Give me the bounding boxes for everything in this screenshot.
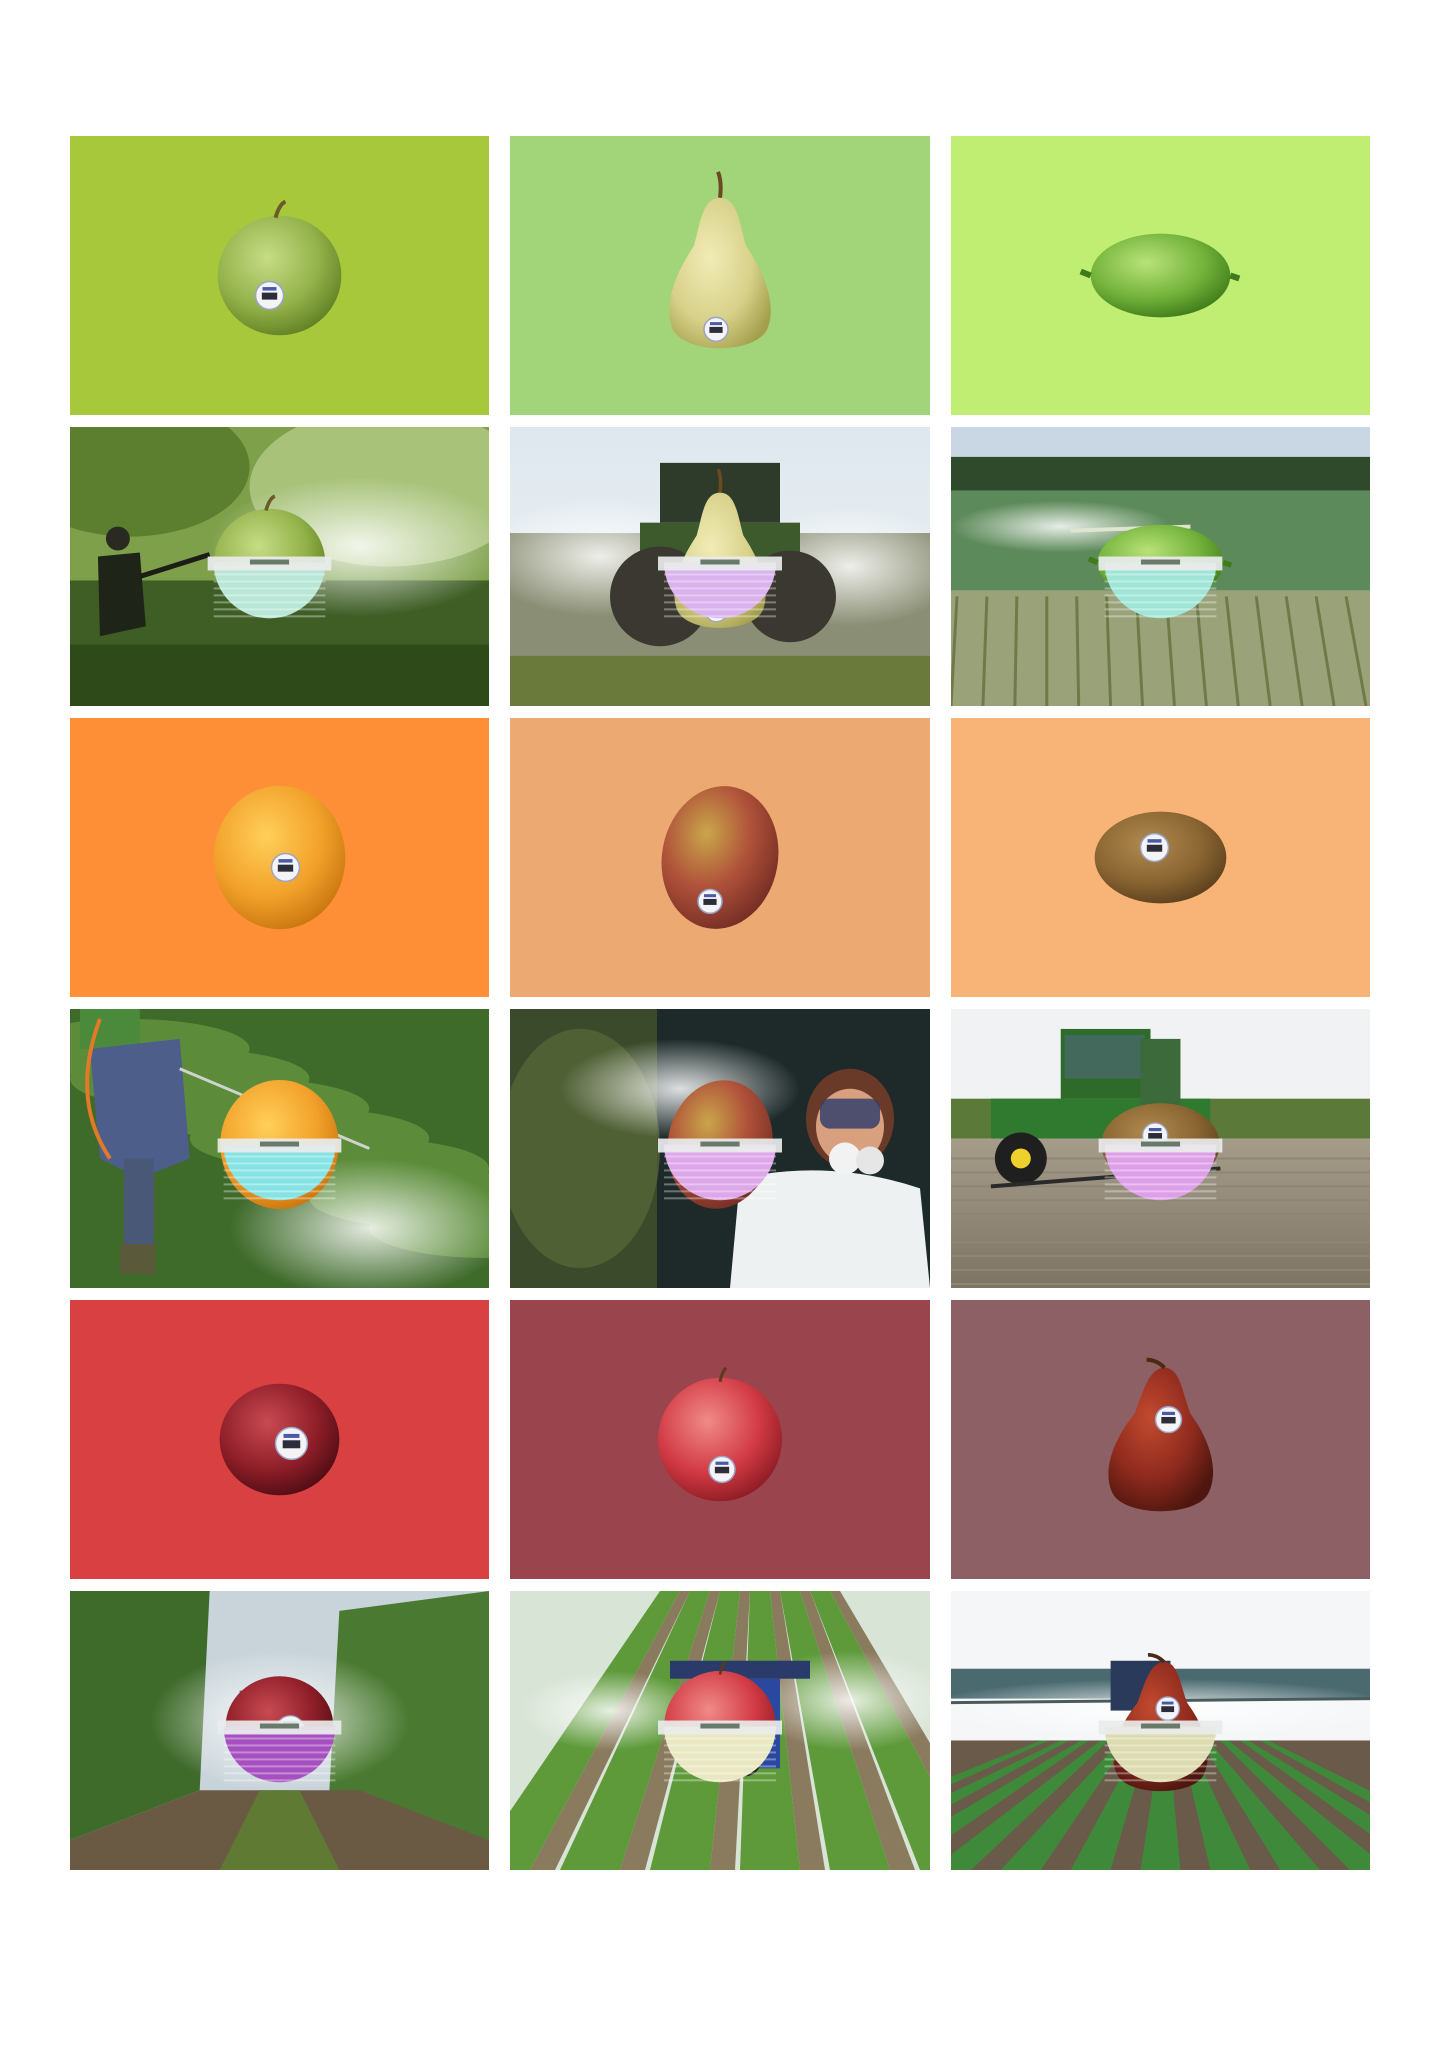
glitch-overlay bbox=[658, 1138, 782, 1201]
panel-image bbox=[510, 1300, 930, 1579]
panel-image bbox=[70, 136, 489, 415]
fruit-panel-orange bbox=[70, 718, 489, 997]
glitch-overlay bbox=[207, 556, 332, 619]
fruit-panel-red-plum bbox=[70, 1300, 489, 1579]
glitch-overlay bbox=[1098, 1138, 1223, 1201]
field-panel-backpack-sprayer-crops bbox=[70, 1009, 489, 1288]
produce-sticker bbox=[1139, 832, 1170, 863]
panel-image bbox=[70, 1300, 489, 1579]
produce-sticker bbox=[274, 1426, 309, 1461]
panel-image bbox=[70, 1009, 489, 1288]
glitch-overlay bbox=[1098, 556, 1223, 619]
field-panel-crop-field-sprayer bbox=[951, 427, 1370, 706]
kiwi-fruit bbox=[1094, 811, 1227, 904]
panel-image bbox=[951, 1591, 1370, 1870]
fruit-panel-green-apple bbox=[70, 136, 489, 415]
fruit-panel-green-pear bbox=[510, 136, 930, 415]
fruit-panel-red-apple bbox=[510, 1300, 930, 1579]
produce-sticker bbox=[708, 1455, 736, 1484]
produce-sticker bbox=[254, 280, 285, 311]
field-panel-vineyard-sprayer bbox=[510, 1591, 930, 1870]
fruit-panel-kiwi bbox=[951, 718, 1370, 997]
glitch-overlay bbox=[658, 1720, 782, 1783]
crop-rows bbox=[951, 596, 1368, 706]
glitch-overlay bbox=[217, 1138, 342, 1201]
field-panel-orchard-rows-mist bbox=[70, 1591, 489, 1870]
produce-sticker bbox=[270, 852, 301, 883]
glitch-overlay bbox=[658, 556, 782, 619]
image-grid bbox=[70, 136, 1370, 1870]
sprayer-worker bbox=[79, 1009, 370, 1275]
green-apple-fruit bbox=[217, 199, 342, 336]
glitch-overlay bbox=[217, 1720, 342, 1783]
glitch-overlay bbox=[1098, 1720, 1223, 1783]
field-panel-boom-sprayer-field bbox=[951, 1591, 1370, 1870]
fruit-panel-mango bbox=[510, 718, 930, 997]
mango-fruit bbox=[661, 786, 779, 929]
panel-image bbox=[510, 1009, 930, 1288]
panel-image bbox=[70, 1591, 489, 1870]
fruit-panel-lime bbox=[951, 136, 1370, 415]
produce-sticker bbox=[1154, 1405, 1183, 1434]
panel-image bbox=[70, 718, 489, 997]
panel-image bbox=[951, 136, 1370, 415]
produce-sticker bbox=[697, 888, 723, 915]
produce-sticker bbox=[703, 316, 729, 343]
panel-image bbox=[510, 136, 930, 415]
field-panel-tractor-spraying bbox=[510, 427, 930, 706]
red-plum-fruit bbox=[219, 1383, 340, 1496]
orange-fruit bbox=[213, 785, 346, 930]
panel-image bbox=[510, 1591, 930, 1870]
crop-rows bbox=[951, 1740, 1370, 1870]
masked-worker bbox=[730, 1068, 930, 1288]
panel-image bbox=[951, 1300, 1370, 1579]
tractor bbox=[610, 462, 836, 647]
panel-image bbox=[510, 718, 930, 997]
panel-image bbox=[70, 427, 489, 706]
fruit-panel-red-pear bbox=[951, 1300, 1370, 1579]
field-panel-green-sprayer-field bbox=[951, 1009, 1370, 1288]
field-panel-worker-gas-mask bbox=[510, 1009, 930, 1288]
sprayer-worker bbox=[97, 526, 211, 637]
red-apple-fruit bbox=[658, 1366, 782, 1502]
panel-image bbox=[951, 427, 1370, 706]
produce-sticker bbox=[1155, 1696, 1181, 1721]
panel-image bbox=[951, 1009, 1370, 1288]
lime-fruit bbox=[1079, 233, 1241, 318]
field-panel-orchard-hand-sprayer bbox=[70, 427, 489, 706]
panel-image bbox=[951, 718, 1370, 997]
panel-image bbox=[510, 427, 930, 706]
red-pear-fruit bbox=[1108, 1357, 1214, 1512]
green-pear-fruit bbox=[669, 171, 771, 349]
